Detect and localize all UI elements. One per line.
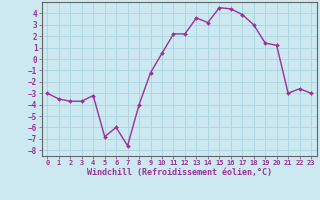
X-axis label: Windchill (Refroidissement éolien,°C): Windchill (Refroidissement éolien,°C) <box>87 168 272 177</box>
